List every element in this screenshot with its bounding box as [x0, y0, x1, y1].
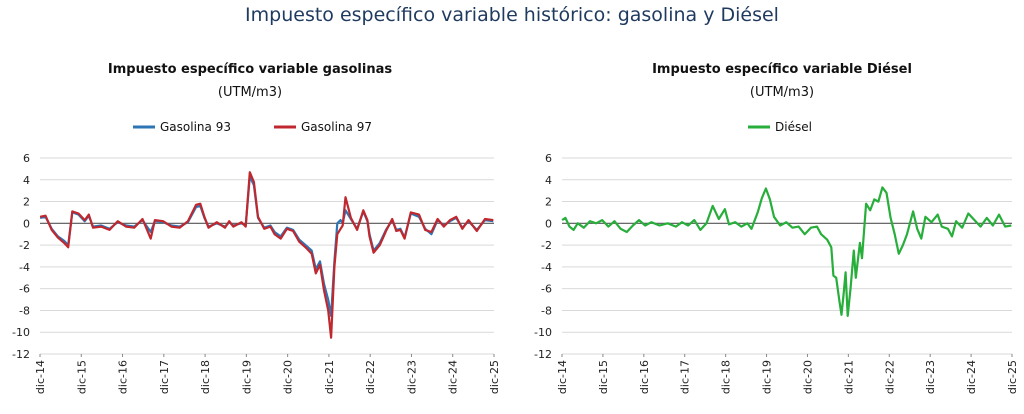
left-x-tick-label: dic-22	[364, 360, 377, 394]
right-y-tick-label: -10	[534, 326, 552, 339]
right-x-tick-label: dic-22	[883, 360, 896, 394]
right-x-tick-label: dic-20	[801, 360, 814, 394]
page-title: Impuesto específico variable histórico: …	[245, 4, 779, 26]
right-y-tick-label: -12	[534, 348, 552, 361]
right-x-tick-label: dic-24	[965, 360, 978, 394]
right-x-tick-label: dic-25	[1006, 360, 1019, 394]
left-x-tick-label: dic-25	[488, 360, 501, 394]
left-x-tick-label: dic-24	[447, 360, 460, 394]
left-y-tick-label: 0	[23, 217, 30, 230]
left-chart-subtitle: (UTM/m3)	[217, 85, 283, 100]
left-x-tick-label: dic-19	[240, 360, 253, 394]
right-x-tick-label: dic-17	[679, 360, 692, 394]
left-series-line-gasolina-97	[39, 171, 494, 339]
right-y-tick-label: 2	[545, 196, 552, 209]
left-x-tick-label: dic-15	[75, 360, 88, 394]
right-y-tick-label: -2	[541, 239, 552, 252]
left-chart-title: Impuesto específico variable gasolinas	[107, 62, 393, 77]
left-y-tick-label: -6	[19, 283, 30, 296]
left-y-tick-label: -8	[19, 304, 30, 317]
left-y-tick-label: 4	[23, 174, 30, 187]
left-x-tick-label: dic-14	[34, 360, 47, 394]
left-legend-label: Gasolina 93	[160, 120, 231, 134]
left-y-tick-label: -10	[12, 326, 30, 339]
left-y-tick-label: 6	[23, 152, 30, 165]
left-x-tick-label: dic-20	[282, 360, 295, 394]
right-x-tick-label: dic-16	[638, 360, 651, 394]
left-x-tick-label: dic-21	[323, 360, 336, 394]
right-x-tick-label: dic-18	[720, 360, 733, 394]
right-legend-label: Diésel	[775, 120, 812, 134]
right-y-tick-label: 0	[545, 217, 552, 230]
right-x-tick-label: dic-14	[556, 360, 569, 394]
left-legend-label: Gasolina 97	[301, 120, 372, 134]
right-x-tick-label: dic-23	[924, 360, 937, 394]
right-series-line-di-sel	[561, 186, 1012, 317]
right-chart-title: Impuesto específico variable Diésel	[652, 62, 912, 77]
left-x-tick-label: dic-23	[405, 360, 418, 394]
right-y-tick-label: -6	[541, 283, 552, 296]
left-y-tick-label: -4	[19, 261, 30, 274]
right-x-tick-label: dic-19	[761, 360, 774, 394]
right-chart-subtitle: (UTM/m3)	[749, 85, 815, 100]
right-y-tick-label: -4	[541, 261, 552, 274]
right-y-tick-label: 6	[545, 152, 552, 165]
right-y-tick-label: -8	[541, 304, 552, 317]
right-x-tick-label: dic-15	[597, 360, 610, 394]
left-y-tick-label: -2	[19, 239, 30, 252]
left-y-tick-label: -12	[12, 348, 30, 361]
left-series-line-gasolina-93	[39, 175, 494, 317]
left-x-tick-label: dic-18	[199, 360, 212, 394]
left-x-tick-label: dic-16	[117, 360, 130, 394]
left-x-tick-label: dic-17	[158, 360, 171, 394]
right-y-tick-label: 4	[545, 174, 552, 187]
right-x-tick-label: dic-21	[842, 360, 855, 394]
left-y-tick-label: 2	[23, 196, 30, 209]
